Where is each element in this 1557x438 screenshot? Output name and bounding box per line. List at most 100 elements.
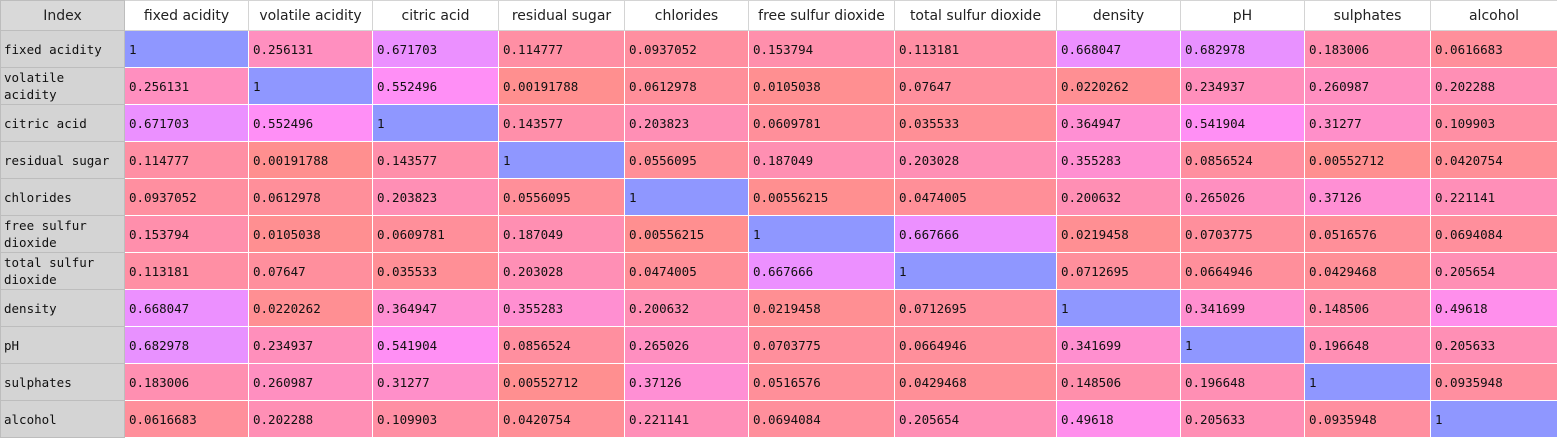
table-cell[interactable]: 0.07647 bbox=[895, 68, 1057, 105]
table-cell[interactable]: 0.260987 bbox=[1305, 68, 1431, 105]
table-cell[interactable]: 0.113181 bbox=[125, 253, 249, 290]
table-cell[interactable]: 0.0694084 bbox=[749, 401, 895, 438]
column-header-fixed-acidity[interactable]: fixed acidity bbox=[125, 1, 249, 31]
table-cell[interactable]: 0.205654 bbox=[1431, 253, 1557, 290]
table-cell[interactable]: 0.148506 bbox=[1305, 290, 1431, 327]
row-index-label[interactable]: citric acid bbox=[1, 105, 125, 142]
table-cell[interactable]: 0.265026 bbox=[1181, 179, 1305, 216]
table-cell[interactable]: 0.203823 bbox=[625, 105, 749, 142]
table-cell[interactable]: 0.256131 bbox=[249, 31, 373, 68]
table-cell[interactable]: 0.203823 bbox=[373, 179, 499, 216]
row-index-label[interactable]: chlorides bbox=[1, 179, 125, 216]
table-cell[interactable]: 0.0616683 bbox=[125, 401, 249, 438]
table-cell[interactable]: 1 bbox=[625, 179, 749, 216]
table-cell[interactable]: 0.0516576 bbox=[1305, 216, 1431, 253]
table-cell[interactable]: 0.0556095 bbox=[499, 179, 625, 216]
table-cell[interactable]: 0.341699 bbox=[1181, 290, 1305, 327]
table-cell[interactable]: 0.0556095 bbox=[625, 142, 749, 179]
table-cell[interactable]: 0.0937052 bbox=[125, 179, 249, 216]
table-cell[interactable]: 1 bbox=[749, 216, 895, 253]
table-cell[interactable]: 0.37126 bbox=[1305, 179, 1431, 216]
table-cell[interactable]: 1 bbox=[249, 68, 373, 105]
table-cell[interactable]: 0.260987 bbox=[249, 364, 373, 401]
table-cell[interactable]: 0.205633 bbox=[1181, 401, 1305, 438]
table-cell[interactable]: 0.0694084 bbox=[1431, 216, 1557, 253]
table-cell[interactable]: 0.552496 bbox=[373, 68, 499, 105]
table-cell[interactable]: 0.671703 bbox=[125, 105, 249, 142]
table-cell[interactable]: 0.196648 bbox=[1181, 364, 1305, 401]
table-cell[interactable]: 0.183006 bbox=[1305, 31, 1431, 68]
table-cell[interactable]: 0.0474005 bbox=[895, 179, 1057, 216]
table-cell[interactable]: 0.0429468 bbox=[1305, 253, 1431, 290]
table-cell[interactable]: 0.143577 bbox=[373, 142, 499, 179]
table-cell[interactable]: 0.364947 bbox=[373, 290, 499, 327]
table-cell[interactable]: 0.00552712 bbox=[1305, 142, 1431, 179]
column-header-ph[interactable]: pH bbox=[1181, 1, 1305, 31]
table-cell[interactable]: 0.114777 bbox=[499, 31, 625, 68]
table-cell[interactable]: 0.035533 bbox=[895, 105, 1057, 142]
table-cell[interactable]: 0.0937052 bbox=[625, 31, 749, 68]
table-cell[interactable]: 0.671703 bbox=[373, 31, 499, 68]
table-cell[interactable]: 0.0219458 bbox=[749, 290, 895, 327]
row-index-label[interactable]: density bbox=[1, 290, 125, 327]
table-cell[interactable]: 0.0856524 bbox=[499, 327, 625, 364]
row-index-label[interactable]: fixed acidity bbox=[1, 31, 125, 68]
table-cell[interactable]: 0.0664946 bbox=[895, 327, 1057, 364]
table-cell[interactable]: 0.00552712 bbox=[499, 364, 625, 401]
table-cell[interactable]: 0.183006 bbox=[125, 364, 249, 401]
table-cell[interactable]: 0.0612978 bbox=[625, 68, 749, 105]
table-cell[interactable]: 0.00191788 bbox=[249, 142, 373, 179]
table-cell[interactable]: 1 bbox=[1057, 290, 1181, 327]
table-cell[interactable]: 0.31277 bbox=[1305, 105, 1431, 142]
table-cell[interactable]: 0.0856524 bbox=[1181, 142, 1305, 179]
table-cell[interactable]: 0.234937 bbox=[249, 327, 373, 364]
row-index-label[interactable]: volatile acidity bbox=[1, 68, 125, 105]
table-cell[interactable]: 0.202288 bbox=[1431, 68, 1557, 105]
table-cell[interactable]: 0.541904 bbox=[373, 327, 499, 364]
column-header-alcohol[interactable]: alcohol bbox=[1431, 1, 1557, 31]
table-cell[interactable]: 0.265026 bbox=[625, 327, 749, 364]
table-cell[interactable]: 0.541904 bbox=[1181, 105, 1305, 142]
column-header-volatile-acidity[interactable]: volatile acidity bbox=[249, 1, 373, 31]
table-cell[interactable]: 0.0935948 bbox=[1431, 364, 1557, 401]
table-cell[interactable]: 0.668047 bbox=[125, 290, 249, 327]
table-cell[interactable]: 1 bbox=[1305, 364, 1431, 401]
table-cell[interactable]: 0.200632 bbox=[1057, 179, 1181, 216]
column-header-free-sulfur-dioxide[interactable]: free sulfur dioxide bbox=[749, 1, 895, 31]
table-cell[interactable]: 1 bbox=[373, 105, 499, 142]
table-cell[interactable]: 0.49618 bbox=[1057, 401, 1181, 438]
table-cell[interactable]: 0.341699 bbox=[1057, 327, 1181, 364]
table-cell[interactable]: 0.234937 bbox=[1181, 68, 1305, 105]
table-cell[interactable]: 0.0612978 bbox=[249, 179, 373, 216]
table-cell[interactable]: 0.205633 bbox=[1431, 327, 1557, 364]
table-cell[interactable]: 0.113181 bbox=[895, 31, 1057, 68]
table-cell[interactable]: 0.256131 bbox=[125, 68, 249, 105]
table-cell[interactable]: 0.196648 bbox=[1305, 327, 1431, 364]
table-cell[interactable]: 0.0105038 bbox=[249, 216, 373, 253]
table-cell[interactable]: 0.37126 bbox=[625, 364, 749, 401]
table-cell[interactable]: 0.0420754 bbox=[1431, 142, 1557, 179]
table-cell[interactable]: 0.667666 bbox=[895, 216, 1057, 253]
table-cell[interactable]: 0.203028 bbox=[895, 142, 1057, 179]
row-index-label[interactable]: free sulfur dioxide bbox=[1, 216, 125, 253]
table-cell[interactable]: 0.148506 bbox=[1057, 364, 1181, 401]
table-cell[interactable]: 0.143577 bbox=[499, 105, 625, 142]
table-cell[interactable]: 0.07647 bbox=[249, 253, 373, 290]
column-header-residual-sugar[interactable]: residual sugar bbox=[499, 1, 625, 31]
table-cell[interactable]: 0.109903 bbox=[373, 401, 499, 438]
table-cell[interactable]: 1 bbox=[895, 253, 1057, 290]
row-index-label[interactable]: residual sugar bbox=[1, 142, 125, 179]
table-cell[interactable]: 0.109903 bbox=[1431, 105, 1557, 142]
table-cell[interactable]: 0.0712695 bbox=[1057, 253, 1181, 290]
table-cell[interactable]: 0.0609781 bbox=[373, 216, 499, 253]
table-cell[interactable]: 0.187049 bbox=[749, 142, 895, 179]
column-header-citric-acid[interactable]: citric acid bbox=[373, 1, 499, 31]
table-cell[interactable]: 0.00191788 bbox=[499, 68, 625, 105]
table-cell[interactable]: 0.153794 bbox=[749, 31, 895, 68]
table-cell[interactable]: 0.0429468 bbox=[895, 364, 1057, 401]
table-cell[interactable]: 0.0220262 bbox=[249, 290, 373, 327]
table-cell[interactable]: 0.0105038 bbox=[749, 68, 895, 105]
row-index-label[interactable]: sulphates bbox=[1, 364, 125, 401]
table-cell[interactable]: 0.0220262 bbox=[1057, 68, 1181, 105]
column-header-sulphates[interactable]: sulphates bbox=[1305, 1, 1431, 31]
